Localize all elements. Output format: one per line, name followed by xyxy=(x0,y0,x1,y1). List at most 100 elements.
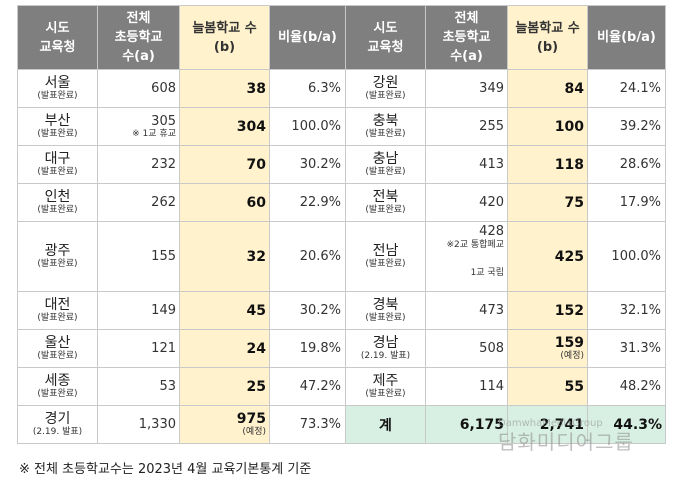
total-neulbom-cell: 2,741 xyxy=(507,405,588,444)
region-cell: 울산 (발표완료) xyxy=(17,329,98,368)
neulbom-cell: 152 xyxy=(507,291,588,330)
header-region: 시도 교육청 xyxy=(345,5,426,70)
total-cell: 121 xyxy=(97,329,180,368)
total-cell: 508 xyxy=(425,329,508,368)
table-row: 인천 (발표완료) 262 60 22.9% 전북 (발표완료) 420 75 17… xyxy=(17,183,666,222)
ratio-cell: 48.2% xyxy=(587,367,666,406)
region-cell: 전남 (발표완료) xyxy=(345,221,426,292)
neulbom-cell: 60 xyxy=(179,183,270,222)
region-cell: 서울 (발표완료) xyxy=(17,69,98,108)
neulbom-cell: 38 xyxy=(179,69,270,108)
ratio-cell: 22.9% xyxy=(269,183,346,222)
planned-note: (예정) xyxy=(560,351,584,361)
ratio-cell: 47.2% xyxy=(269,367,346,406)
region-cell: 대전 (발표완료) xyxy=(17,291,98,330)
ratio-cell: 17.9% xyxy=(587,183,666,222)
total-cell: 262 xyxy=(97,183,180,222)
total-schools-cell: 6,175 xyxy=(425,405,508,444)
neulbom-cell: 55 xyxy=(507,367,588,406)
ratio-cell: 28.6% xyxy=(587,145,666,184)
ratio-cell: 100.0% xyxy=(587,221,666,292)
table-row: 부산 (발표완료) 305 ※ 1교 휴교 304 100.0% 충북 (발표완료) … xyxy=(17,107,666,146)
watermark: DamwhaMediaGroup 담화미디어그룹 xyxy=(498,418,634,454)
region-cell: 인천 (발표완료) xyxy=(17,183,98,222)
region-cell: 경남 (2.19. 발표) xyxy=(345,329,426,368)
total-cell: 255 xyxy=(425,107,508,146)
ratio-cell: 24.1% xyxy=(587,69,666,108)
ratio-cell: 6.3% xyxy=(269,69,346,108)
header-total: 전체 초등학교 수(a) xyxy=(425,5,508,70)
region-cell: 광주 (발표완료) xyxy=(17,221,98,292)
header-ratio: 비율(b/a) xyxy=(269,5,346,70)
header-row: 시도 교육청 전체 초등학교 수(a) 늘봄학교 수 (b) 비율(b/a) 시도 교육청… xyxy=(17,5,666,70)
region-cell: 제주 (발표완료) xyxy=(345,367,426,406)
table-row: 서울 (발표완료) 608 38 6.3% 강원 (발표완료) 349 84 24.… xyxy=(17,69,666,108)
header-region: 시도 교육청 xyxy=(17,5,98,70)
neulbom-cell: 425 xyxy=(507,221,588,292)
total-cell: 420 xyxy=(425,183,508,222)
total-ratio-cell: 44.3% xyxy=(587,405,666,444)
neulbom-cell: 304 xyxy=(179,107,270,146)
region-cell: 충북 (발표완료) xyxy=(345,107,426,146)
neulbom-cell: 25 xyxy=(179,367,270,406)
ratio-cell: 30.2% xyxy=(269,145,346,184)
header-neulbom: 늘봄학교 수 (b) xyxy=(179,5,270,70)
neulbom-cell: 45 xyxy=(179,291,270,330)
total-cell: 155 xyxy=(97,221,180,292)
total-cell: 53 xyxy=(97,367,180,406)
table-row: 대전 (발표완료) 149 45 30.2% 경북 (발표완료) 473 152 3… xyxy=(17,291,666,330)
ratio-cell: 32.1% xyxy=(587,291,666,330)
neulbom-cell: 75 xyxy=(507,183,588,222)
neulbom-cell: 159 (예정) xyxy=(507,329,588,368)
total-cell: 428 ※2교 통합폐교 1교 국립 xyxy=(425,221,508,292)
total-cell: 473 xyxy=(425,291,508,330)
region-cell: 경기 (2.19. 발표) xyxy=(17,405,98,444)
closure-note: ※ 1교 휴교 xyxy=(132,128,176,139)
total-cell: 349 xyxy=(425,69,508,108)
table-row: 광주 (발표완료) 155 32 20.6% 전남 (발표완료) 428 ※2교 통합… xyxy=(17,221,666,292)
total-cell: 149 xyxy=(97,291,180,330)
table-row: 대구 (발표완료) 232 70 30.2% 충남 (발표완료) 413 118 2… xyxy=(17,145,666,184)
table-row: 경기 (2.19. 발표) 1,330 975 (예정) 73.3% 계 6,175… xyxy=(17,405,666,444)
neulbom-cell: 32 xyxy=(179,221,270,292)
total-cell: 608 xyxy=(97,69,180,108)
neulbom-cell: 84 xyxy=(507,69,588,108)
watermark-en: DamwhaMediaGroup xyxy=(498,418,603,429)
region-cell: 대구 (발표완료) xyxy=(17,145,98,184)
footnote: ※ 전체 초등학교수는 2023년 4월 교육기본통계 기준 xyxy=(19,462,312,477)
table-row: 울산 (발표완료) 121 24 19.8% 경남 (2.19. 발표) 508 1… xyxy=(17,329,666,368)
region-cell: 강원 (발표완료) xyxy=(345,69,426,108)
region-cell: 충남 (발표완료) xyxy=(345,145,426,184)
region-cell: 부산 (발표완료) xyxy=(17,107,98,146)
neulbom-cell: 118 xyxy=(507,145,588,184)
header-neulbom: 늘봄학교 수 (b) xyxy=(507,5,588,70)
ratio-cell: 39.2% xyxy=(587,107,666,146)
national-note: 1교 국립 xyxy=(470,268,504,278)
neulbom-cell: 975 (예정) xyxy=(179,405,270,444)
total-cell: 305 ※ 1교 휴교 xyxy=(97,107,180,146)
ratio-cell: 31.3% xyxy=(587,329,666,368)
watermark-ko: 담화미디어그룹 xyxy=(498,430,634,454)
neulbom-cell: 100 xyxy=(507,107,588,146)
neulbom-cell: 70 xyxy=(179,145,270,184)
total-cell: 1,330 xyxy=(97,405,180,444)
ratio-cell: 30.2% xyxy=(269,291,346,330)
header-ratio: 비율(b/a) xyxy=(587,5,666,70)
region-cell: 세종 (발표완료) xyxy=(17,367,98,406)
table-row: 세종 (발표완료) 53 25 47.2% 제주 (발표완료) 114 55 48.… xyxy=(17,367,666,406)
total-cell: 413 xyxy=(425,145,508,184)
total-cell: 232 xyxy=(97,145,180,184)
planned-note: (예정) xyxy=(242,427,266,437)
header-total: 전체 초등학교 수(a) xyxy=(97,5,180,70)
region-cell: 경북 (발표완료) xyxy=(345,291,426,330)
ratio-cell: 100.0% xyxy=(269,107,346,146)
merge-note: ※2교 통합폐교 xyxy=(446,240,504,250)
ratio-cell: 73.3% xyxy=(269,405,346,444)
ratio-cell: 20.6% xyxy=(269,221,346,292)
total-label-cell: 계 xyxy=(345,405,426,444)
school-stats-table: 시도 교육청 전체 초등학교 수(a) 늘봄학교 수 (b) 비율(b/a) 시도 교육청… xyxy=(17,5,666,444)
neulbom-cell: 24 xyxy=(179,329,270,368)
region-cell: 전북 (발표완료) xyxy=(345,183,426,222)
ratio-cell: 19.8% xyxy=(269,329,346,368)
total-cell: 114 xyxy=(425,367,508,406)
